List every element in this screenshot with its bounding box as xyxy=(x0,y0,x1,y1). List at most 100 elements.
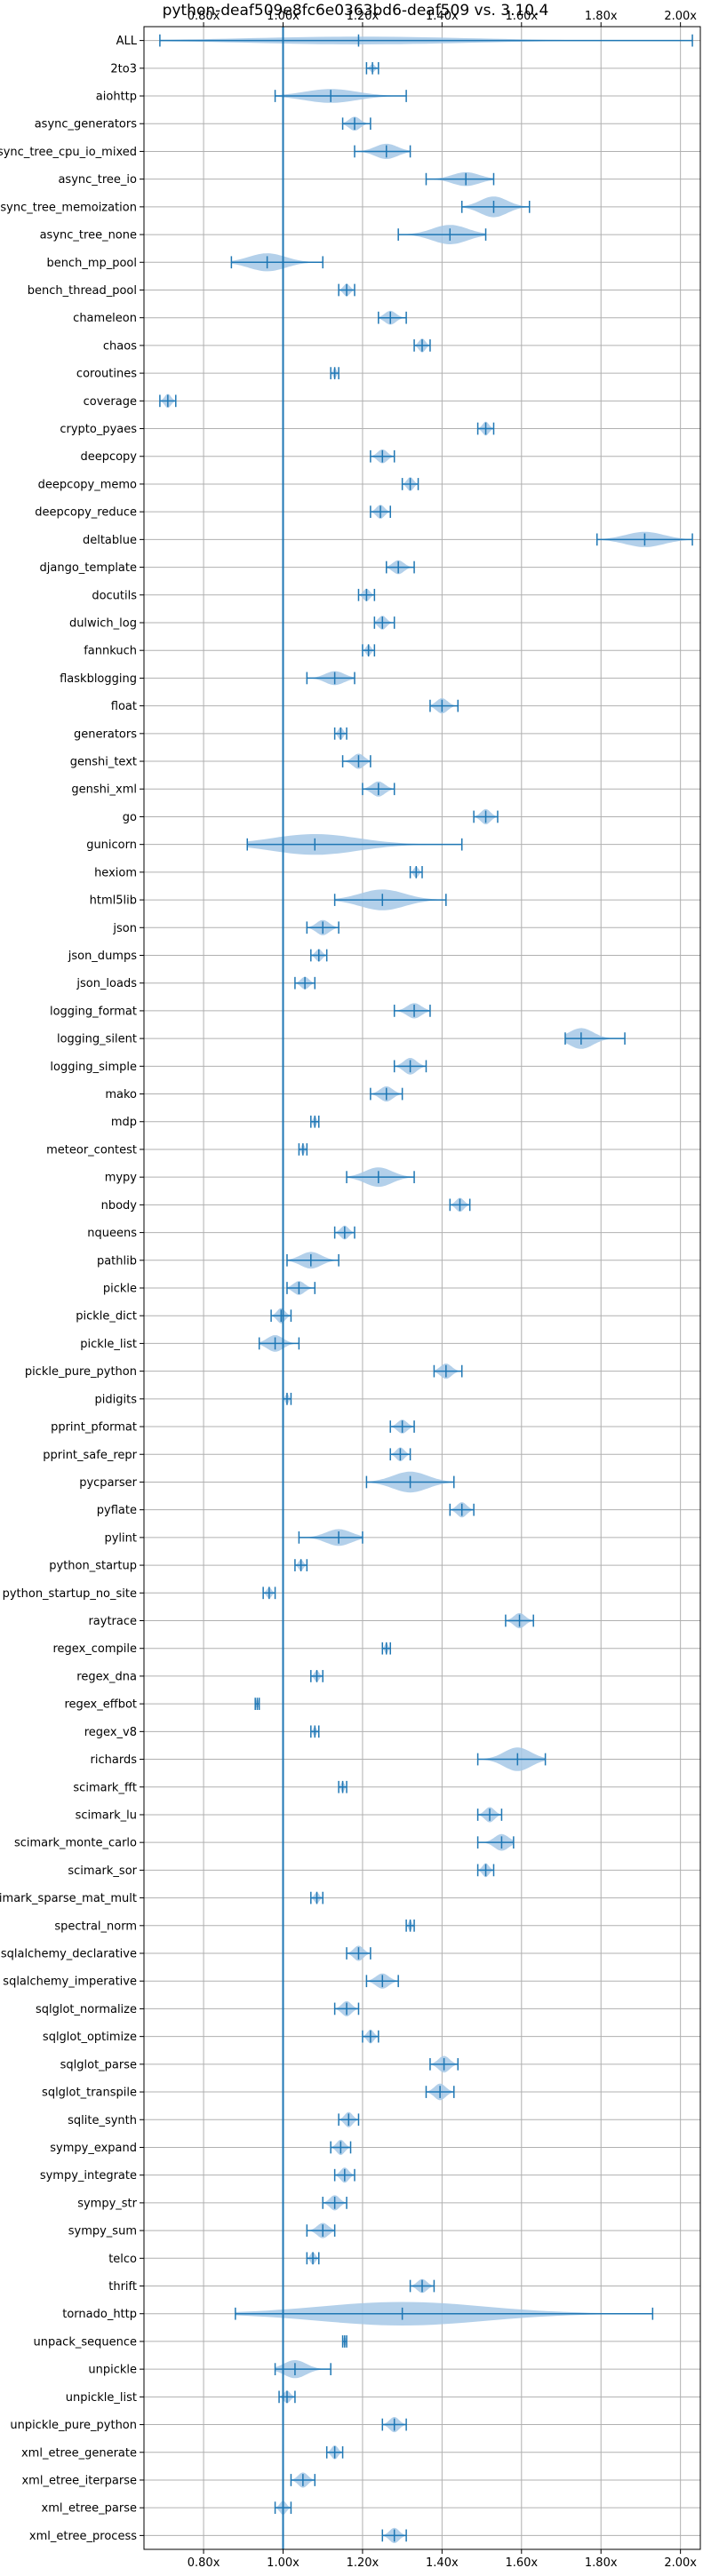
category-label: pickle_dict xyxy=(76,1310,137,1324)
category-label: async_tree_io xyxy=(58,173,137,187)
category-label: float xyxy=(111,700,137,713)
category-label: pathlib xyxy=(97,1254,137,1268)
category-label: flaskblogging xyxy=(60,672,137,686)
category-label: async_tree_memoization xyxy=(0,201,137,214)
category-label: logging_silent xyxy=(57,1033,137,1046)
category-label: chameleon xyxy=(73,312,137,325)
category-label: regex_dna xyxy=(76,1670,137,1683)
category-label: json_loads xyxy=(76,977,137,990)
category-label: coroutines xyxy=(76,368,137,381)
chart-title: python-deaf509e8fc6e0363bd6-deaf509 vs. … xyxy=(162,2,549,20)
category-label: telco xyxy=(108,2253,137,2266)
category-label: regex_compile xyxy=(52,1642,137,1656)
x-tick-label-bottom: 1.60x xyxy=(505,2556,538,2570)
category-label: json_dumps xyxy=(68,950,137,963)
category-label: bench_thread_pool xyxy=(28,284,137,298)
category-label: meteor_contest xyxy=(46,1143,137,1157)
category-label: chaos xyxy=(103,339,137,353)
category-label: scimark_fft xyxy=(73,1781,137,1794)
category-label: logging_simple xyxy=(50,1061,137,1074)
category-label: regex_effbot xyxy=(64,1698,137,1712)
category-label: scimark_sor xyxy=(68,1864,137,1878)
x-tick-label-top: 0.80x xyxy=(188,10,220,23)
category-label: pylint xyxy=(104,1531,137,1545)
category-label: unpickle xyxy=(88,2364,137,2377)
x-tick-label-top: 1.60x xyxy=(505,10,538,23)
x-tick-label-bottom: 2.00x xyxy=(664,2556,697,2570)
category-label: deepcopy_reduce xyxy=(35,506,137,520)
category-label: bench_mp_pool xyxy=(46,257,137,270)
x-tick-label-bottom: 1.80x xyxy=(585,2556,618,2570)
category-label: dulwich_log xyxy=(69,616,137,630)
x-tick-label-bottom: 0.80x xyxy=(188,2556,220,2570)
category-label: nbody xyxy=(101,1199,138,1212)
category-label: sqlglot_normalize xyxy=(36,2003,137,2016)
category-label: generators xyxy=(74,727,137,741)
category-label: pickle xyxy=(103,1283,137,1296)
category-label: unpickle_pure_python xyxy=(10,2419,137,2432)
category-label: deepcopy xyxy=(80,450,137,464)
category-label: fannkuch xyxy=(84,645,137,658)
category-label: spectral_norm xyxy=(54,1920,137,1933)
category-label: nqueens xyxy=(87,1227,137,1240)
category-label: html5lib xyxy=(90,894,137,908)
category-label: pickle_pure_python xyxy=(25,1365,137,1379)
category-label: xml_etree_parse xyxy=(42,2502,137,2516)
category-label: pickle_list xyxy=(80,1338,137,1351)
x-tick-label-top: 1.20x xyxy=(347,10,379,23)
category-label: xml_etree_generate xyxy=(21,2446,137,2460)
category-label: logging_format xyxy=(50,1005,137,1018)
category-label: richards xyxy=(91,1753,138,1767)
category-label: async_tree_none xyxy=(40,229,137,242)
category-label: genshi_xml xyxy=(71,783,137,797)
category-label: pprint_safe_repr xyxy=(43,1449,137,1462)
category-label: django_template xyxy=(40,561,137,575)
category-label: docutils xyxy=(92,589,137,602)
category-label: pprint_pformat xyxy=(51,1421,137,1435)
category-label: pycparser xyxy=(79,1476,137,1490)
category-label: sqlglot_transpile xyxy=(42,2087,137,2100)
category-label: sqlglot_optimize xyxy=(43,2031,137,2044)
category-label: 2to3 xyxy=(110,62,137,76)
x-tick-label-top: 1.40x xyxy=(426,10,459,23)
category-label: python_startup_no_site xyxy=(3,1587,137,1601)
category-label: sympy_sum xyxy=(68,2225,137,2238)
category-label: pyflate xyxy=(97,1504,137,1517)
category-label: go xyxy=(123,811,137,824)
category-label: xml_etree_iterparse xyxy=(21,2474,137,2487)
category-label: xml_etree_process xyxy=(29,2530,137,2543)
category-label: thrift xyxy=(108,2280,137,2294)
category-label: python_startup xyxy=(49,1560,137,1573)
category-label: sqlglot_parse xyxy=(60,2058,137,2071)
category-label: deltablue xyxy=(83,534,137,547)
category-label: unpickle_list xyxy=(66,2391,137,2405)
category-label: sympy_expand xyxy=(50,2142,137,2155)
category-label: async_tree_cpu_io_mixed xyxy=(0,146,137,159)
category-label: pidigits xyxy=(95,1393,138,1406)
category-label: ALL xyxy=(116,35,138,48)
category-label: mdp xyxy=(111,1116,137,1129)
category-label: deepcopy_memo xyxy=(38,478,137,491)
category-label: unpack_sequence xyxy=(33,2335,137,2349)
category-label: aiohttp xyxy=(96,91,137,104)
category-label: async_generators xyxy=(35,118,138,131)
category-label: crypto_pyaes xyxy=(60,423,137,436)
category-label: regex_v8 xyxy=(84,1726,137,1739)
category-label: sympy_str xyxy=(77,2197,137,2210)
category-label: sqlite_synth xyxy=(68,2114,137,2127)
x-tick-label-top: 1.80x xyxy=(585,10,618,23)
category-label: gunicorn xyxy=(86,839,137,852)
category-label: hexiom xyxy=(94,866,137,879)
x-tick-label-bottom: 1.20x xyxy=(347,2556,379,2570)
category-label: scimark_sparse_mat_mult xyxy=(0,1892,137,1905)
category-label: raytrace xyxy=(88,1615,137,1628)
category-label: genshi_text xyxy=(70,756,137,769)
x-tick-label-bottom: 1.00x xyxy=(267,2556,300,2570)
x-tick-label-top: 2.00x xyxy=(664,10,697,23)
x-tick-label-top: 1.00x xyxy=(267,10,300,23)
category-label: sqlalchemy_imperative xyxy=(3,1976,137,1989)
category-label: scimark_lu xyxy=(76,1809,137,1822)
category-label: json xyxy=(112,922,137,935)
category-label: mako xyxy=(105,1088,137,1101)
